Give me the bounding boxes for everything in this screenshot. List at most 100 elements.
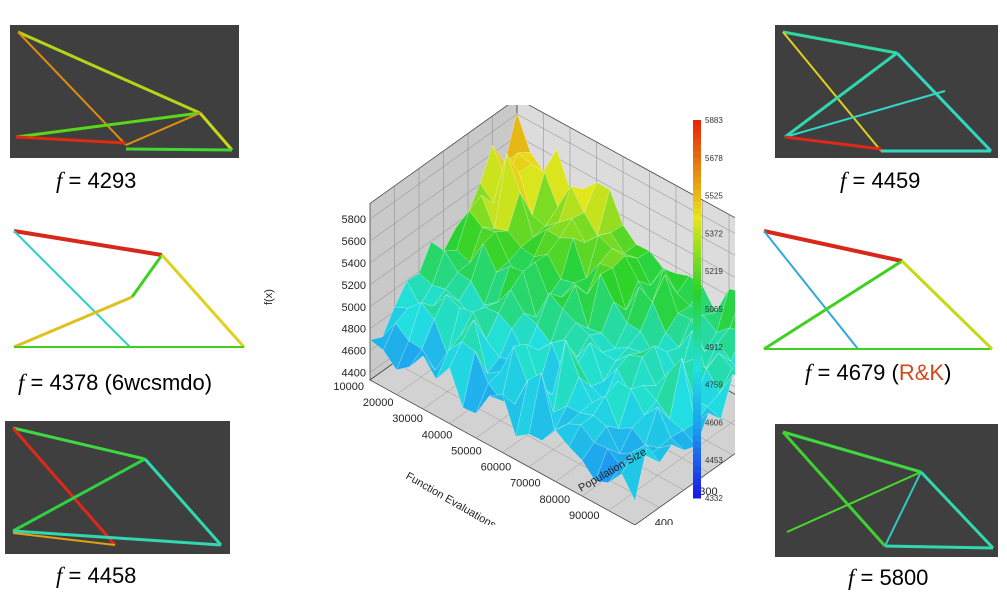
colorbar-segment <box>693 220 701 228</box>
colorbar-tick-label: 5219 <box>705 267 723 276</box>
colorbar-segment <box>693 453 701 461</box>
x-tick-label: 50000 <box>451 445 482 457</box>
x-tick-label: 40000 <box>422 429 453 441</box>
colorbar-segment <box>693 327 701 335</box>
colorbar-segment <box>693 472 701 480</box>
surface-chart: 4400 4600 4800 5000 5200 5400 5600 5800 10000 20… <box>263 105 735 525</box>
x-tick-label: 30000 <box>392 413 423 425</box>
colorbar-tick-label: 4759 <box>705 381 723 390</box>
colorbar-segment <box>693 321 701 329</box>
colorbar-segment <box>693 233 701 241</box>
colorbar-segment <box>693 296 701 304</box>
y-tick-label: 400 <box>655 518 673 525</box>
colorbar-segment <box>693 227 701 234</box>
colorbar-segment <box>693 264 701 272</box>
truss-diagram <box>13 229 246 349</box>
colorbar-segment <box>693 277 701 285</box>
z-tick-label: 5600 <box>342 236 366 248</box>
y-tick-label: 300 <box>699 486 717 498</box>
colorbar-segment <box>693 170 701 178</box>
x-tick-label: 20000 <box>363 397 394 409</box>
colorbar-tick-label: 4606 <box>705 418 723 427</box>
colorbar-segment <box>693 390 701 398</box>
truss-panel-5 <box>758 225 998 355</box>
colorbar-segment <box>693 416 701 423</box>
colorbar-tick-label: 5372 <box>705 229 723 238</box>
colorbar-segment <box>693 397 701 404</box>
colorbar-segment <box>693 403 701 411</box>
colorbar-segment <box>693 164 701 171</box>
colorbar-segment <box>693 422 701 430</box>
colorbar-segment <box>693 151 701 159</box>
colorbar-segment <box>693 315 701 323</box>
truss-diagram <box>5 421 230 554</box>
colorbar-tick-label: 5065 <box>705 305 723 314</box>
colorbar-segment <box>693 460 701 467</box>
surface-mesh <box>369 112 735 502</box>
z-axis-ticks: 4400 4600 4800 5000 5200 5400 5600 5800 <box>342 214 366 379</box>
colorbar-segment <box>693 208 701 215</box>
panel-2-label: f = 4378 (6wcsmdo) <box>18 370 213 395</box>
colorbar-segment <box>693 283 701 291</box>
truss-diagram <box>763 229 994 351</box>
colorbar-segment <box>693 157 701 165</box>
colorbar-segment <box>693 309 701 316</box>
colorbar-tick-label: 5883 <box>705 116 723 125</box>
z-tick-label: 5200 <box>342 280 366 292</box>
x-tick-label: 10000 <box>333 381 364 393</box>
colorbar-segment <box>693 435 701 442</box>
z-tick-label: 5000 <box>342 302 366 314</box>
colorbar-segment <box>693 491 701 499</box>
colorbar-segment <box>693 302 701 310</box>
colorbar-segment <box>693 120 701 127</box>
colorbar-tick-label: 4332 <box>705 494 723 503</box>
colorbar-segment <box>693 409 701 417</box>
x-tick-label: 70000 <box>510 478 541 490</box>
colorbar-segment <box>693 138 701 146</box>
panel-1-label: f = 4293 <box>56 168 137 193</box>
truss-diagram <box>775 25 998 158</box>
colorbar-segment <box>693 485 701 493</box>
colorbar-segment <box>693 183 701 190</box>
panel-5-label: f = 4679 (R&K) <box>805 360 952 385</box>
x-tick-label: 60000 <box>481 462 512 474</box>
colorbar-segment <box>693 126 701 134</box>
colorbar-segment <box>693 479 701 486</box>
colorbar-segment <box>693 353 701 360</box>
truss-panel-2 <box>10 225 250 355</box>
panel-6-label: f = 5800 <box>848 565 929 590</box>
x-axis-ticks: 10000 20000 30000 40000 50000 60000 70000 80000… <box>333 381 600 522</box>
z-tick-label: 4400 <box>342 368 366 380</box>
colorbar-segment <box>693 201 701 209</box>
colorbar: 5883 5678 5525 5372 5219 5065 4912 4759 4606 4453… <box>693 116 723 503</box>
colorbar-segment <box>693 271 701 278</box>
z-tick-label: 4600 <box>342 346 366 358</box>
colorbar-segment <box>693 384 701 392</box>
colorbar-segment <box>693 340 701 348</box>
colorbar-segment <box>693 132 701 140</box>
colorbar-tick-label: 5678 <box>705 154 723 163</box>
colorbar-segment <box>693 246 701 253</box>
x-tick-label: 90000 <box>569 510 600 522</box>
colorbar-tick-label: 4912 <box>705 343 723 352</box>
colorbar-segment <box>693 441 701 449</box>
colorbar-segment <box>693 378 701 386</box>
z-tick-label: 4800 <box>342 324 366 336</box>
colorbar-segment <box>693 195 701 203</box>
truss-panel-1 <box>10 25 239 158</box>
panel-3-label: f = 4458 <box>56 563 137 588</box>
truss-panel-6 <box>775 424 998 557</box>
colorbar-segment <box>693 258 701 266</box>
y-axis-ticks: 100200300400 <box>655 486 718 525</box>
colorbar-segment <box>693 372 701 379</box>
truss-diagram <box>10 25 239 158</box>
colorbar-tick-label: 5525 <box>705 192 723 201</box>
colorbar-segment <box>693 365 701 373</box>
colorbar-segment <box>693 359 701 367</box>
z-tick-label: 5800 <box>342 214 366 226</box>
panel-4-label: f = 4459 <box>840 168 921 193</box>
x-tick-label: 80000 <box>540 494 571 506</box>
truss-diagram <box>775 424 998 557</box>
colorbar-segment <box>693 428 701 436</box>
z-tick-label: 5400 <box>342 258 366 270</box>
